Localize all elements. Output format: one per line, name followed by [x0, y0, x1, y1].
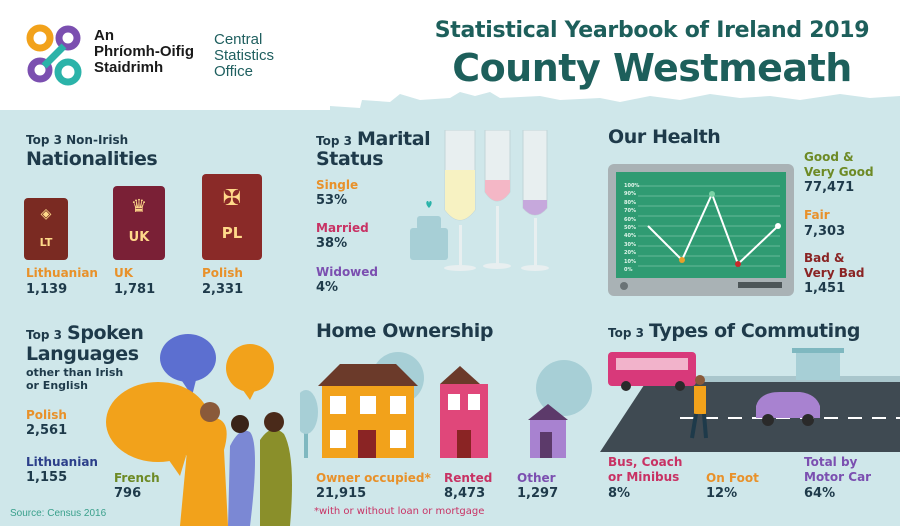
speaking-people-illustration	[106, 334, 292, 526]
commute-value-foot: 12%	[706, 486, 738, 501]
nationalities-title-small: Top 3 Non-Irish	[26, 133, 129, 147]
nationality-label-2: UK	[114, 266, 134, 280]
eagle-icon: ✠	[222, 186, 242, 211]
marital-label-widowed: Widowed	[316, 265, 378, 279]
county-title: County Westmeath	[452, 46, 852, 90]
languages-title: Top 3 Spoken	[26, 322, 144, 344]
marital-label-single: Single	[316, 178, 359, 192]
lithuanian-passport: ◈ LT	[24, 198, 68, 260]
houses-illustration	[300, 352, 592, 458]
nationalities-title: Nationalities	[26, 148, 158, 170]
language-label-lithuanian: Lithuanian	[26, 455, 98, 469]
nationality-value-1: 1,139	[26, 282, 68, 297]
health-axis-labels: 100% 90% 80% 70% 60% 50% 40% 30% 20% 10% 0%	[624, 183, 640, 274]
health-good-value: 77,471	[804, 180, 855, 195]
health-fair-label: Fair	[804, 208, 830, 222]
language-value-polish: 2,561	[26, 423, 68, 438]
home-label-rented: Rented	[444, 471, 493, 485]
commute-label-car: Total by Motor Car	[804, 455, 872, 484]
marital-value-widowed: 4%	[316, 280, 339, 295]
nationality-value-2: 1,781	[114, 282, 156, 297]
commute-label-foot: On Foot	[706, 471, 759, 485]
lt-crest-icon: ◈	[40, 206, 52, 222]
org-name-english: Central Statistics Office	[214, 31, 275, 80]
home-label-other: Other	[517, 471, 556, 485]
home-label-owner: Owner occupied*	[316, 471, 431, 485]
health-bad-label: Bad & Very Bad	[804, 251, 865, 280]
home-value-owner: 21,915	[316, 486, 367, 501]
marital-label-married: Married	[316, 221, 369, 235]
marital-value-married: 38%	[316, 236, 348, 251]
commute-value-car: 64%	[804, 486, 836, 501]
home-title: Home Ownership	[316, 320, 494, 342]
wine-glasses-illustration	[410, 130, 549, 271]
language-label-polish: Polish	[26, 408, 67, 422]
yearbook-title: Statistical Yearbook of Ireland 2019	[434, 18, 870, 43]
health-title: Our Health	[608, 126, 721, 148]
marital-title: Top 3 Marital	[316, 128, 431, 150]
home-footnote: *with or without loan or mortgage	[314, 506, 485, 517]
header: An Phríomh-Oifig Staidrimh Central Stati…	[0, 0, 900, 118]
nationality-label-1: Lithuanian	[26, 266, 98, 280]
commuting-title: Top 3 Types of Commuting	[608, 320, 861, 342]
health-monitor-illustration	[608, 164, 794, 296]
commute-value-bus: 8%	[608, 486, 631, 501]
org-name-irish: An Phríomh-Oifig Staidrimh	[94, 27, 194, 76]
uk-passport: ♛ UK	[113, 186, 165, 260]
marital-title-line2: Status	[316, 148, 384, 170]
nationality-label-3: Polish	[202, 266, 243, 280]
languages-title-line2: Languages	[26, 343, 139, 365]
home-value-other: 1,297	[517, 486, 559, 501]
nationality-value-3: 2,331	[202, 282, 244, 297]
language-value-lithuanian: 1,155	[26, 470, 68, 485]
commute-label-bus: Bus, Coach or Minibus	[608, 455, 683, 484]
uk-crest-icon: ♛	[130, 196, 148, 217]
polish-passport: ✠ PL	[202, 174, 262, 260]
cso-logo-icon	[26, 24, 82, 86]
health-good-label: Good & Very Good	[804, 150, 874, 179]
marital-value-single: 53%	[316, 193, 348, 208]
languages-subtitle: other than Irish or English	[26, 366, 124, 392]
language-value-french: 796	[114, 486, 142, 501]
home-value-rented: 8,473	[444, 486, 486, 501]
source-note: Source: Census 2016	[10, 508, 107, 519]
health-bad-value: 1,451	[804, 281, 846, 296]
health-fair-value: 7,303	[804, 224, 846, 239]
road-illustration	[600, 348, 900, 452]
language-label-french: French	[114, 471, 160, 485]
